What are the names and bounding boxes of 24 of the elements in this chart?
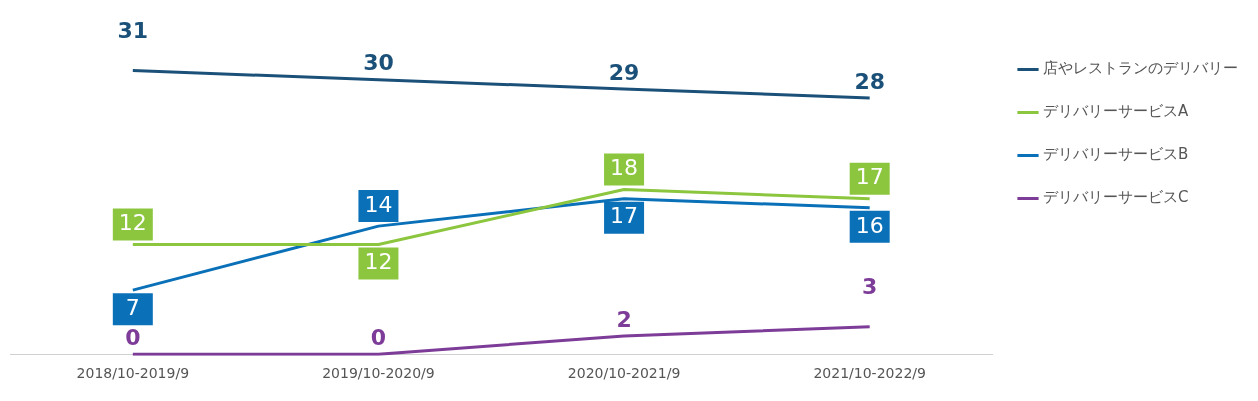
x-tick-label: 2018/10-2019/9 <box>76 365 190 382</box>
data-label: 7 <box>125 294 140 320</box>
data-label: 0 <box>125 324 141 350</box>
x-tick-label: 2020/10-2021/9 <box>567 365 681 382</box>
data-label: 30 <box>363 50 394 76</box>
legend-label: 店やレストランのデリバリー <box>1043 59 1238 78</box>
data-label: 29 <box>608 59 640 85</box>
legend-label: デリバリーサービスA <box>1043 102 1189 121</box>
data-label: 16 <box>855 212 884 238</box>
data-label: 14 <box>364 191 393 217</box>
data-label: 3 <box>862 274 878 300</box>
data-label: 28 <box>854 68 885 94</box>
data-label: 31 <box>117 18 149 44</box>
data-label: 17 <box>610 203 639 229</box>
x-tick-label: 2019/10-2020/9 <box>322 365 435 382</box>
x-tick-label: 2021/10-2022/9 <box>813 365 926 382</box>
data-label: 12 <box>364 249 393 275</box>
legend-label: デリバリーサービスC <box>1043 188 1189 207</box>
data-label: 0 <box>370 324 387 350</box>
data-label: 2 <box>616 306 632 332</box>
data-label: 12 <box>118 210 147 236</box>
data-label: 17 <box>855 164 884 190</box>
legend-label: デリバリーサービスB <box>1043 145 1189 164</box>
data-label: 18 <box>610 155 639 181</box>
